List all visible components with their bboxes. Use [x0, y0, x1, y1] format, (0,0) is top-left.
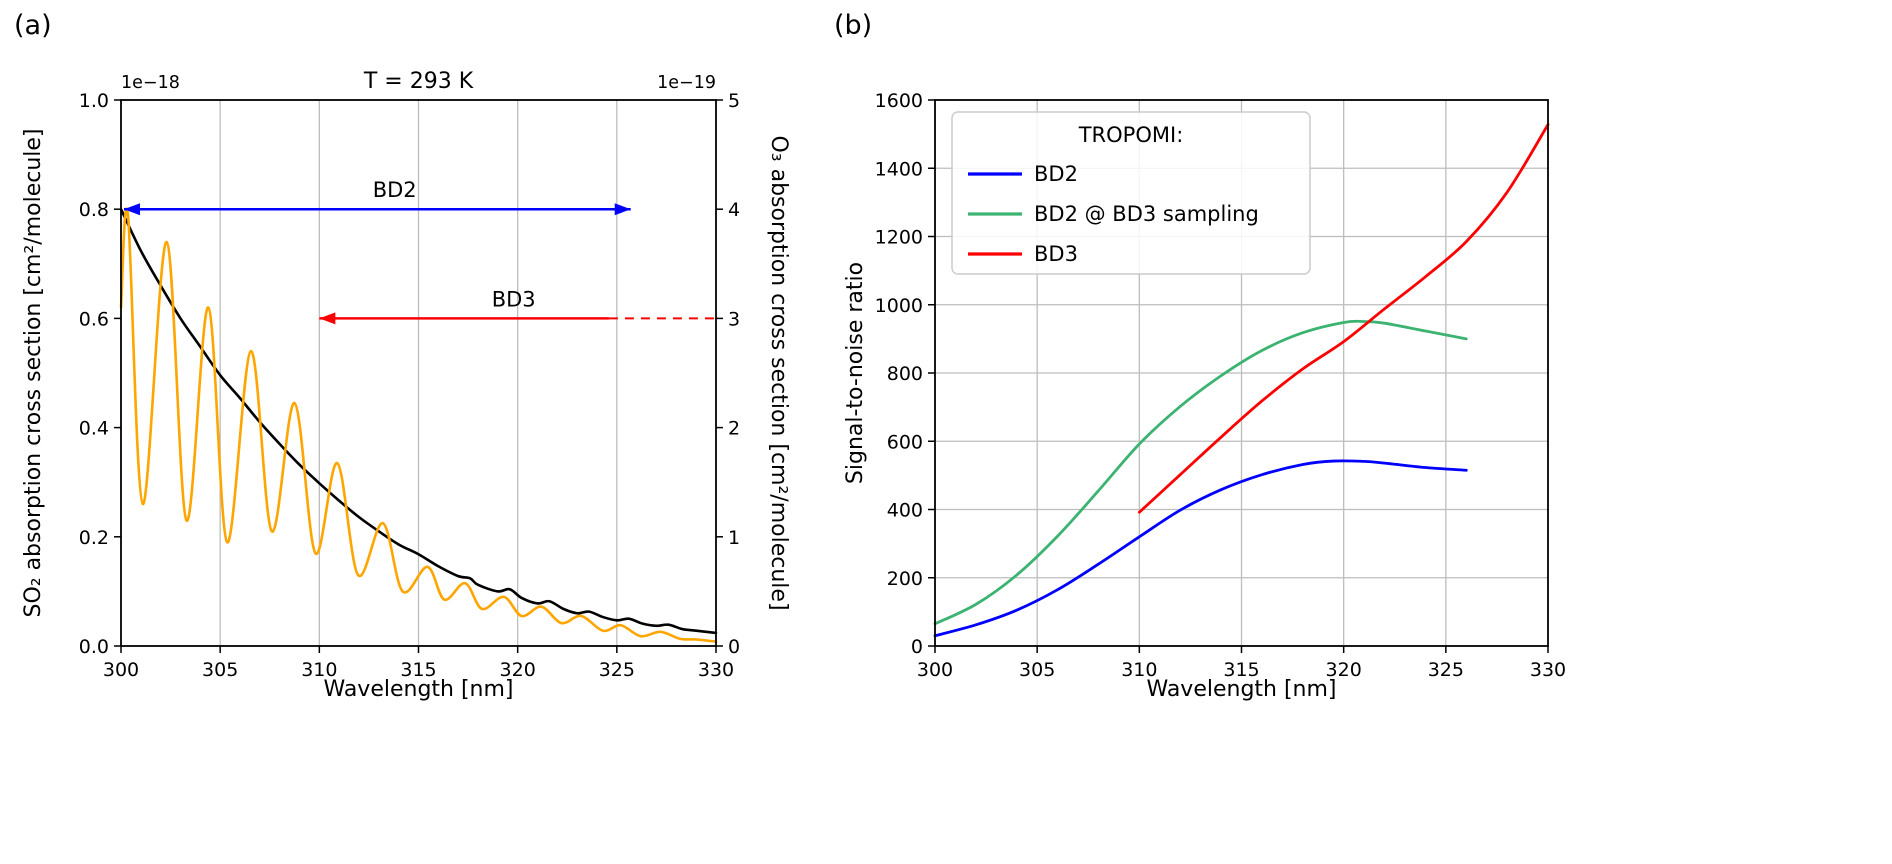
x-tick-label: 315: [400, 659, 436, 681]
y-tick-label-left: 600: [887, 431, 923, 453]
x-tick-label: 305: [1019, 659, 1055, 681]
x-tick-label: 305: [202, 659, 238, 681]
y-tick-label-left: 0.2: [79, 527, 109, 549]
x-tick-label: 300: [103, 659, 139, 681]
x-tick-label: 330: [698, 659, 734, 681]
series-bd3: [1137, 123, 1550, 514]
y-axis-label-right: O₃ absorption cross section [cm²/molecul…: [766, 135, 791, 610]
band-arrow-label: BD2: [373, 178, 417, 202]
y-tick-label-right: 2: [728, 418, 740, 440]
y-tick-label-left: 0.0: [79, 636, 109, 658]
y-tick-label-right: 4: [728, 199, 740, 221]
signal-to-noise-chart: 300 305 310 315 320 325 330 0 200 400 600 800 1000 12…: [843, 90, 1566, 702]
series-bd2-bd3-sampling: [933, 319, 1468, 626]
right-axis-offset-text: 1e−19: [657, 73, 716, 93]
x-tick-label: 310: [1121, 659, 1157, 681]
y-axis-label-left: Signal-to-noise ratio: [843, 262, 868, 484]
y-tick-label-left: 800: [887, 363, 923, 385]
y-tick-label-left: 1000: [875, 295, 923, 317]
legend-entry-label: BD2: [1034, 162, 1078, 186]
legend-box: [951, 111, 1311, 275]
x-tick-label: 310: [301, 659, 337, 681]
x-tick-label: 300: [917, 659, 953, 681]
legend-entry-label: BD3: [1034, 242, 1078, 266]
y-tick-label-left: 0.4: [79, 418, 109, 440]
y-tick-label-left: 0.6: [79, 308, 109, 330]
y-tick-label-right: 5: [728, 90, 740, 112]
y-tick-label-right: 0: [728, 636, 740, 658]
legend-title: TROPOMI:: [1078, 123, 1184, 147]
y-tick-label-right: 3: [728, 308, 740, 330]
x-tick-label: 330: [1530, 659, 1566, 681]
y-tick-label-left: 0.8: [79, 199, 109, 221]
series-o3-absorption-cross-section: [119, 207, 718, 635]
x-tick-label: 325: [1428, 659, 1464, 681]
series-so2-absorption-cross-section: [119, 207, 718, 643]
x-axis-label: Wavelength [nm]: [323, 677, 513, 702]
arrowhead-icon: [614, 203, 631, 216]
y-tick-label-left: 0: [911, 636, 923, 658]
y-tick-label-left: 1400: [875, 158, 923, 180]
left-axis-offset-text: 1e−18: [121, 73, 180, 93]
x-tick-label: 325: [599, 659, 635, 681]
chart-title: T = 293 K: [363, 69, 474, 94]
x-tick-label: 320: [1326, 659, 1362, 681]
x-tick-label: 320: [500, 659, 536, 681]
y-tick-label-left: 1.0: [79, 90, 109, 112]
panel-a-letter: (a): [14, 10, 52, 41]
x-tick-label: 315: [1223, 659, 1259, 681]
arrowhead-icon: [319, 312, 336, 325]
series-bd2: [933, 459, 1468, 638]
y-tick-label-left: 400: [887, 500, 923, 522]
panel-b-letter: (b): [834, 10, 873, 41]
y-tick-label-left: 1600: [875, 90, 923, 112]
y-tick-label-right: 1: [728, 527, 740, 549]
y-tick-label-left: 1200: [875, 227, 923, 249]
x-axis-label: Wavelength [nm]: [1146, 677, 1336, 702]
band-arrow-label: BD3: [492, 287, 536, 311]
legend-entry-label: BD2 @ BD3 sampling: [1034, 202, 1259, 226]
y-axis-label-left: SO₂ absorption cross section [cm²/molecu…: [21, 128, 46, 617]
arrowhead-icon: [123, 203, 140, 216]
y-tick-label-left: 200: [887, 568, 923, 590]
